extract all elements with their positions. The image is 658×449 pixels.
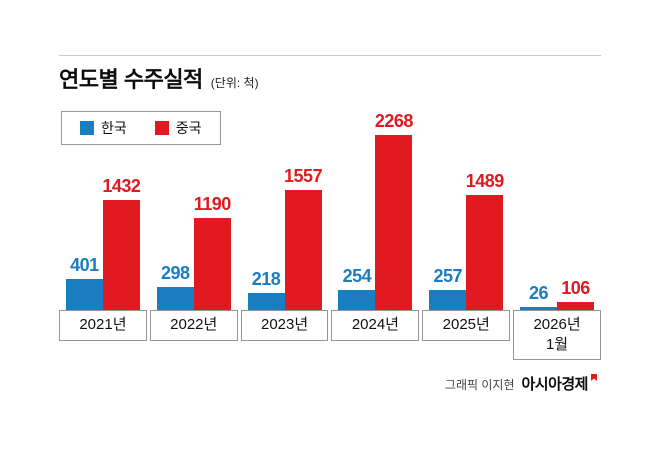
china-bar: 1190 <box>194 194 231 310</box>
category-label: 2023년 <box>240 310 329 341</box>
bars-2024년: 254 2268 <box>331 110 419 310</box>
bar-group-2025년: 257 1489 2025년 <box>422 110 511 341</box>
china-value-label: 2268 <box>374 111 414 131</box>
korea-bar: 218 <box>247 269 285 310</box>
chart: 401 1432 2021년 298 1190 2022년 218 1557 2023년 254 2… <box>59 110 601 360</box>
category-label: 2026년 1월 <box>513 310 601 360</box>
korea-color-swatch-icon <box>80 121 94 135</box>
bars-2023년: 218 1557 <box>241 110 329 310</box>
china-bar: 1432 <box>102 176 141 310</box>
legend-item-korea: 한국 <box>80 118 127 138</box>
chart-header: 연도별 수주실적 (단위: 척) <box>59 62 259 94</box>
legend-label-korea: 한국 <box>101 120 127 136</box>
legend-label-china: 중국 <box>175 120 202 136</box>
bar-group-2021년: 401 1432 2021년 <box>59 110 147 341</box>
china-color-swatch-icon <box>154 121 169 135</box>
legend-item-china: 중국 <box>154 118 202 138</box>
china-value-label: 1190 <box>193 194 232 214</box>
korea-bar: 401 <box>65 255 103 310</box>
korea-bar: 254 <box>338 266 376 310</box>
bars-2025년: 257 1489 <box>422 110 510 310</box>
korea-value-label: 26 <box>529 283 549 303</box>
bars-2022년: 298 1190 <box>150 110 238 310</box>
top-rule-divider <box>59 55 601 56</box>
category-label: 2022년 <box>149 310 238 341</box>
bar-group-2023년: 218 1557 2023년 <box>240 110 329 341</box>
category-label: 2025년 <box>422 310 511 341</box>
china-bar: 1489 <box>466 171 504 310</box>
category-label: 2024년 <box>331 310 420 341</box>
korea-value-label: 218 <box>251 269 281 289</box>
china-bar: 106 <box>557 278 595 310</box>
bar-group-2024년: 254 2268 2024년 <box>331 110 420 341</box>
china-value-label: 106 <box>561 278 590 298</box>
korea-bar: 298 <box>156 263 194 310</box>
korea-value-label: 254 <box>342 266 372 286</box>
unit-label: (단위: 척) <box>210 76 259 90</box>
bar-group-2022년: 298 1190 2022년 <box>149 110 238 341</box>
bar-group-2026년 1월: 26 106 2026년 1월 <box>513 110 601 360</box>
korea-value-label: 298 <box>160 263 190 283</box>
bars-2026년 1월: 26 106 <box>513 110 601 310</box>
china-value-label: 1432 <box>102 176 141 196</box>
bars-2021년: 401 1432 <box>59 110 147 310</box>
china-bar: 2268 <box>375 111 413 310</box>
credit-text: 그래픽 이지현 <box>444 378 515 392</box>
asiae-logo-mark <box>591 374 597 381</box>
brand-name: 아시아경제 <box>521 376 588 393</box>
korea-value-label: 257 <box>433 266 462 286</box>
category-label: 2021년 <box>59 310 147 341</box>
china-value-label: 1489 <box>465 171 505 191</box>
credit: 그래픽 이지현 아시아경제 <box>445 373 601 394</box>
page-title: 연도별 수주실적 <box>59 67 203 92</box>
korea-bar: 26 <box>520 283 558 310</box>
china-bar: 1557 <box>284 166 323 310</box>
korea-bar: 257 <box>429 266 467 310</box>
china-value-label: 1557 <box>284 166 323 186</box>
legend: 한국 중국 <box>61 111 221 145</box>
korea-value-label: 401 <box>70 255 99 275</box>
